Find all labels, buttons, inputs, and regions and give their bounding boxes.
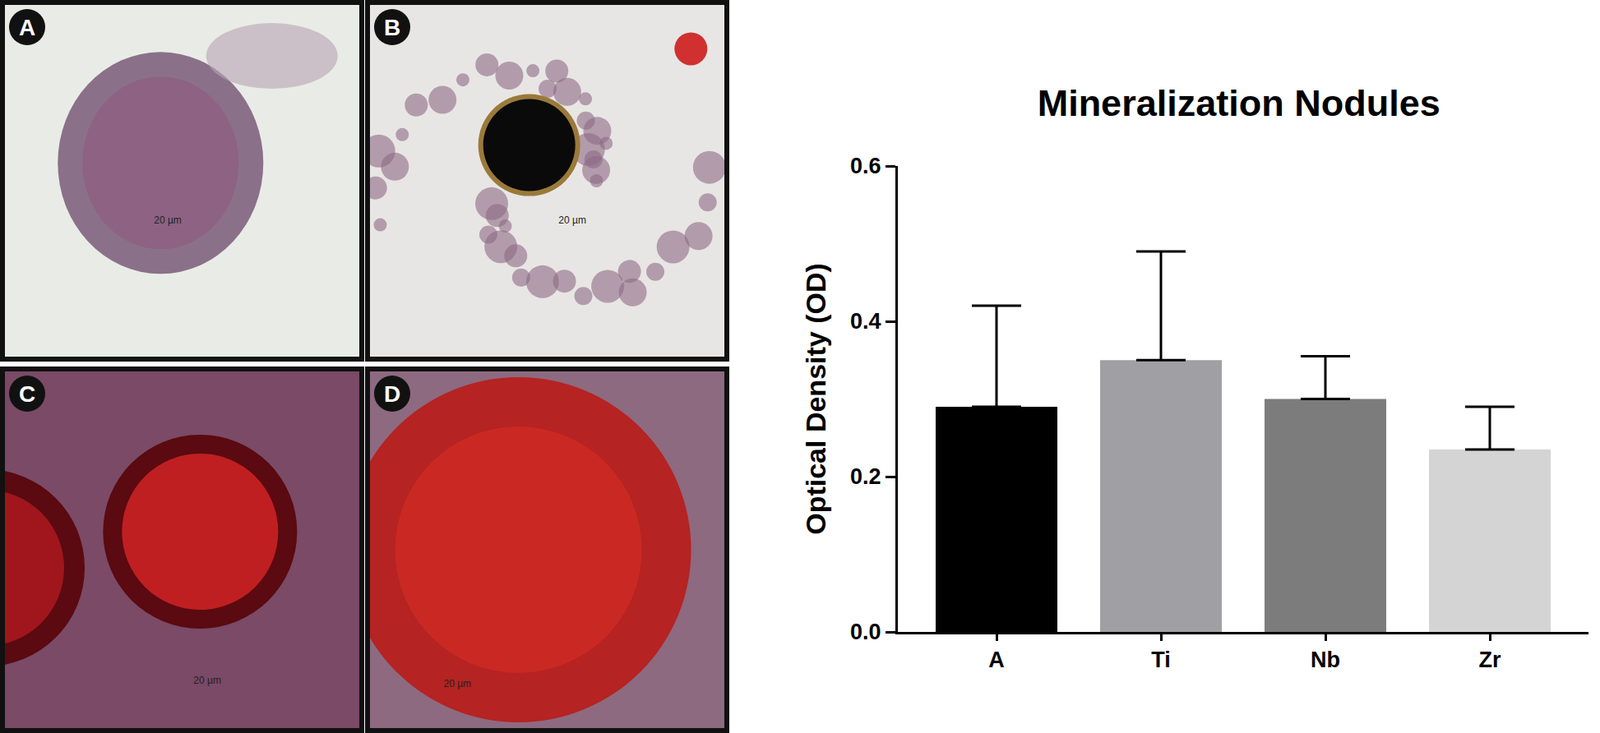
svg-text:0.0: 0.0 bbox=[850, 619, 882, 645]
svg-text:A: A bbox=[988, 647, 1005, 673]
svg-text:0.6: 0.6 bbox=[850, 153, 882, 179]
svg-text:0.2: 0.2 bbox=[850, 464, 882, 490]
svg-text:C: C bbox=[18, 381, 36, 407]
svg-text:Nb: Nb bbox=[1310, 647, 1341, 673]
svg-text:20 µm: 20 µm bbox=[558, 214, 587, 227]
svg-text:Mineralization Nodules: Mineralization Nodules bbox=[1037, 82, 1441, 125]
svg-text:20 µm: 20 µm bbox=[153, 214, 182, 227]
svg-text:20 µm: 20 µm bbox=[193, 675, 222, 687]
svg-text:0.4: 0.4 bbox=[850, 309, 882, 334]
svg-text:Optical Density (OD): Optical Density (OD) bbox=[800, 263, 832, 536]
svg-text:D: D bbox=[383, 381, 401, 407]
svg-text:20 µm: 20 µm bbox=[443, 678, 472, 690]
svg-text:Ti: Ti bbox=[1151, 647, 1171, 673]
svg-text:B: B bbox=[383, 14, 401, 41]
svg-text:Zr: Zr bbox=[1479, 647, 1502, 673]
svg-text:A: A bbox=[18, 14, 36, 41]
